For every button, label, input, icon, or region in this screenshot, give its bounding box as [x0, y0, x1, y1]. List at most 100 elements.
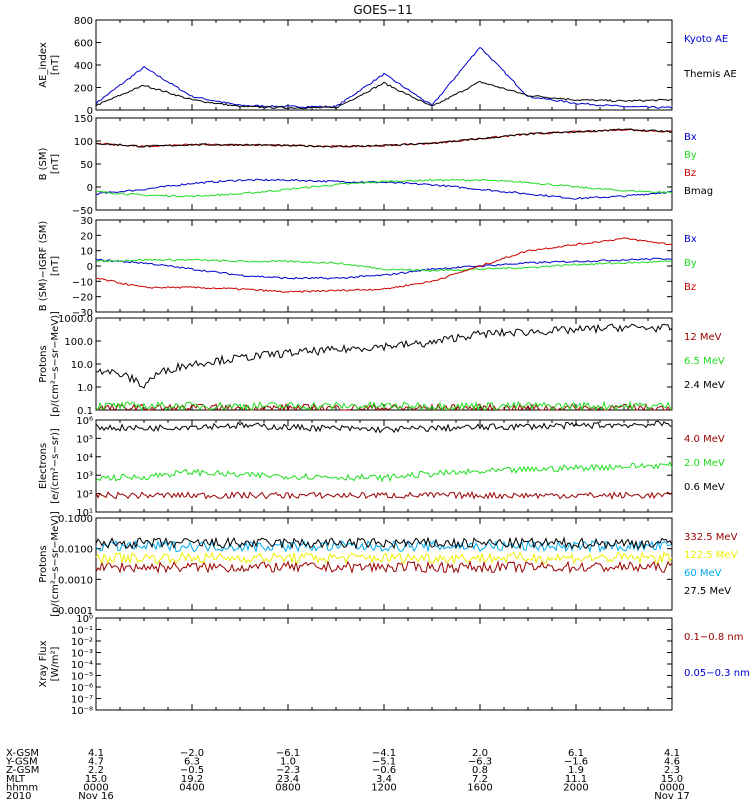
x-row-value: 2.0 — [472, 748, 488, 759]
y-tick-label: −30 — [72, 308, 93, 319]
y-tick-label: 10⁻⁷ — [71, 695, 93, 706]
y-tick-label: 10⁵ — [76, 434, 93, 445]
legend-entry: Bz — [684, 282, 696, 293]
panel-protons1: 1000.0 100.0 10.0 1.0 0.1 Protons [p/(cm²−s−sr… — [38, 311, 725, 417]
legend-entry: By — [684, 150, 697, 161]
x-row-value: 3.4 — [376, 774, 392, 785]
series-line — [95, 237, 673, 294]
x-row-value: −4.1 — [372, 748, 396, 759]
x-row-value: 6.3 — [184, 757, 200, 768]
legend-entry: Themis AE — [683, 69, 737, 80]
y-axis-label: [nT] — [50, 154, 61, 174]
y-tick-label: −10 — [72, 277, 93, 288]
y-tick-label: 10⁴ — [76, 453, 93, 464]
x-row-label: 2010 — [6, 791, 31, 800]
panel-frame — [95, 419, 673, 513]
panel-protons2: 0.1000 0.0100 0.0010 0.0001 Protons [p/(cm²−s… — [38, 511, 738, 617]
y-tick-label: −50 — [72, 206, 93, 217]
legend-entry: 2.4 MeV — [684, 380, 725, 391]
x-row-value: 1.9 — [568, 765, 584, 776]
x-row-value: 0.8 — [472, 765, 488, 776]
panel-frame — [95, 219, 673, 313]
series-line — [95, 536, 673, 550]
y-tick-label: 800 — [74, 16, 93, 27]
legend-entry: Bx — [684, 132, 697, 143]
x-row-value: 0400 — [179, 782, 204, 793]
legend-entry: Bmag — [684, 186, 713, 197]
y-tick-label: 0 — [87, 183, 93, 194]
y-axis-label: Protons — [38, 545, 49, 582]
y-axis-label: AE_index — [38, 42, 49, 88]
x-row-label: X-GSM — [6, 748, 39, 759]
y-tick-label: 10⁻² — [71, 637, 93, 648]
y-tick-label: 100 — [74, 137, 93, 148]
y-axis-label: [p/(cm²−s−sr−MeV)] — [50, 311, 61, 417]
y-tick-label: 1.0 — [77, 383, 93, 394]
y-axis-label: [p/(cm²−s−sr−MeV)] — [50, 511, 61, 617]
x-row-value: 2000 — [563, 782, 588, 793]
legend-entry: 60 MeV — [684, 568, 722, 579]
y-tick-label: 10⁻⁸ — [71, 706, 93, 717]
legend-entry: Kyoto AE — [684, 34, 728, 45]
x-row-value: 2.3 — [664, 765, 680, 776]
y-tick-label: 100.0 — [64, 337, 93, 348]
series-line — [95, 80, 673, 110]
series-line — [95, 323, 673, 389]
y-axis-label: [nT] — [50, 256, 61, 276]
y-tick-label: 10⁻³ — [71, 649, 93, 660]
legend-entry: 0.1−0.8 nm — [684, 632, 743, 643]
x-row-value: Nov 16 — [78, 791, 113, 800]
series-line — [95, 400, 673, 412]
y-tick-label: 150 — [74, 114, 93, 125]
y-axis-label: B (SM) — [38, 147, 49, 180]
x-row-value: 15.0 — [85, 774, 107, 785]
series-line — [95, 539, 673, 554]
y-tick-label: 0 — [87, 262, 93, 273]
series-line — [95, 420, 673, 434]
y-tick-label: 10² — [76, 490, 93, 501]
y-tick-label: 0.1000 — [58, 514, 93, 525]
x-row-value: 4.1 — [664, 748, 680, 759]
x-row-value: −6.1 — [276, 748, 300, 759]
x-row-value: 0000 — [659, 782, 684, 793]
x-row-value: −1.6 — [564, 757, 588, 768]
y-tick-label: 0.1 — [77, 406, 93, 417]
legend-entry: 122.5 MeV — [684, 550, 738, 561]
y-tick-label: 30 — [80, 216, 93, 227]
y-tick-label: 10⁻⁶ — [71, 683, 93, 694]
series-line — [95, 178, 673, 198]
legend-entry: 0.05−0.3 nm — [684, 668, 750, 679]
y-tick-label: 200 — [74, 84, 93, 95]
x-row-value: −2.3 — [276, 765, 300, 776]
y-tick-label: −20 — [72, 293, 93, 304]
x-row-label: MLT — [6, 774, 26, 785]
series-line — [95, 128, 673, 148]
x-row-value: 4.7 — [88, 757, 104, 768]
x-row-value: 2.2 — [88, 765, 104, 776]
series-line — [95, 178, 673, 200]
legend-entry: 27.5 MeV — [684, 586, 731, 597]
x-row-value: 0000 — [83, 782, 108, 793]
panel-ae: 800 600 400 200 0 AE_index [nT] Kyoto AE Themis … — [38, 16, 737, 117]
y-tick-label: 10⁶ — [76, 416, 93, 427]
y-tick-label: 10¹ — [76, 508, 93, 519]
x-row-value: 11.1 — [565, 774, 587, 785]
y-axis-label: Xray Flux — [38, 640, 49, 687]
x-row-value: 1.0 — [280, 757, 296, 768]
x-row-value: 19.2 — [181, 774, 203, 785]
series-line — [95, 128, 673, 148]
x-row-value: 15.0 — [661, 774, 683, 785]
legend-entry: Bz — [684, 168, 696, 179]
y-tick-label: 10.0 — [71, 360, 93, 371]
x-row-value: 0800 — [275, 782, 300, 793]
legend-entry: 2.0 MeV — [684, 458, 725, 469]
x-row-value: 6.1 — [568, 748, 584, 759]
x-row-value: Nov 17 — [654, 791, 689, 800]
legend-entry: 12 MeV — [684, 332, 722, 343]
x-row-value: 7.2 — [472, 774, 488, 785]
x-row-label: Y-GSM — [5, 757, 38, 768]
legend-entry: By — [684, 258, 697, 269]
